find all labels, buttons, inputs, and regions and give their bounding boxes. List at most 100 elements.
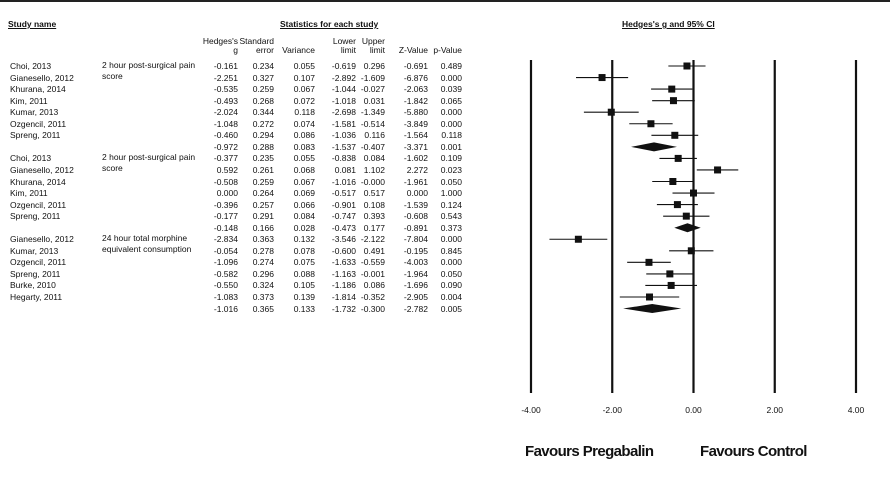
cell-z-value: -2.782 <box>403 303 428 314</box>
column-header-variance: Variance <box>275 46 315 55</box>
effect-marker <box>673 201 681 209</box>
cell-lower-limit: -2.892 <box>331 72 356 83</box>
cell-p-value: 0.065 <box>440 95 462 106</box>
cell-p-value: 1.000 <box>440 188 462 199</box>
cell-z-value: -6.876 <box>403 72 428 83</box>
plot-title: Hedges's g and 95% CI <box>622 19 715 29</box>
study-name: Hegarty, 2011 <box>10 292 63 302</box>
column-header-standard-error: Standard error <box>234 37 275 55</box>
cell-upper-limit: -0.000 <box>360 176 385 187</box>
cell-z-value: -2.063 <box>403 84 428 95</box>
cell-lower-limit: -1.537 <box>331 141 356 152</box>
cell-upper-limit: 0.491 <box>363 245 385 256</box>
effect-marker <box>669 178 677 185</box>
column-header-line: limit <box>369 45 385 55</box>
effect-marker <box>666 270 674 278</box>
cell-upper-limit: -0.300 <box>360 303 385 314</box>
cell-upper-limit: -1.349 <box>360 107 385 118</box>
cell-p-value: 0.109 <box>440 153 462 164</box>
effect-marker <box>667 281 675 289</box>
cell-z-value: -1.696 <box>403 280 428 291</box>
cell-standard-error: 0.264 <box>252 188 274 199</box>
cell-lower-limit: -1.814 <box>331 292 356 302</box>
column-header-line: Upper <box>361 36 385 46</box>
study-name: Spreng, 2011 <box>10 130 61 141</box>
cell-hedges-g: -0.582 <box>213 268 238 279</box>
cell-variance: 0.086 <box>293 130 315 141</box>
cell-hedges-g: -1.096 <box>213 257 238 268</box>
cell-variance: 0.075 <box>293 257 315 268</box>
cell-lower-limit: 0.081 <box>334 164 356 175</box>
cell-lower-limit: -0.838 <box>331 153 356 164</box>
study-name: Khurana, 2014 <box>10 176 66 187</box>
cell-p-value: 0.050 <box>440 176 462 187</box>
cell-standard-error: 0.274 <box>252 257 274 268</box>
cell-lower-limit: -1.036 <box>331 130 356 141</box>
cell-upper-limit: 1.102 <box>363 164 385 175</box>
cell-standard-error: 0.363 <box>252 234 274 245</box>
cell-p-value: 0.000 <box>440 234 462 245</box>
column-header-line: Hedges's <box>202 36 238 46</box>
cell-standard-error: 0.257 <box>252 199 274 210</box>
cell-variance: 0.118 <box>294 107 315 118</box>
cell-lower-limit: -3.546 <box>331 234 356 245</box>
cell-hedges-g: -0.377 <box>213 153 238 164</box>
x-tick-label: 2.00 <box>766 405 783 415</box>
effect-marker <box>690 189 697 197</box>
cell-lower-limit: -0.901 <box>331 199 356 210</box>
study-name: Spreng, 2011 <box>10 211 61 222</box>
column-header-upper-limit: Upper limit <box>345 37 385 55</box>
cell-p-value: 0.489 <box>440 61 462 71</box>
top-rule <box>0 0 890 2</box>
cell-lower-limit: -0.619 <box>331 61 356 71</box>
effect-marker <box>574 235 582 243</box>
cell-variance: 0.067 <box>293 176 315 187</box>
cell-variance: 0.132 <box>293 234 315 245</box>
cell-variance: 0.133 <box>293 303 315 314</box>
cell-standard-error: 0.278 <box>252 245 274 256</box>
cell-z-value: -1.539 <box>403 199 428 210</box>
column-header-hedges-g: Hedges's g <box>198 37 238 55</box>
cell-z-value: -1.602 <box>403 153 428 164</box>
x-tick-label: -2.00 <box>603 405 623 415</box>
cell-p-value: 0.000 <box>440 72 462 83</box>
effect-marker <box>683 62 691 70</box>
cell-hedges-g: -0.972 <box>213 141 238 152</box>
cell-z-value: -5.880 <box>403 107 428 118</box>
cell-lower-limit: -1.016 <box>331 176 356 187</box>
cell-p-value: 0.118 <box>441 130 462 141</box>
cell-standard-error: 0.259 <box>252 176 274 187</box>
effect-marker <box>598 74 606 82</box>
column-header-line: p-Value <box>433 45 462 55</box>
cell-standard-error: 0.291 <box>252 211 274 222</box>
cell-variance: 0.068 <box>293 164 315 175</box>
cell-p-value: 0.039 <box>440 84 462 95</box>
cell-hedges-g: -0.460 <box>213 130 238 141</box>
cell-hedges-g: -2.834 <box>213 234 238 245</box>
cell-standard-error: 0.365 <box>252 303 274 314</box>
cell-standard-error: 0.166 <box>252 222 274 233</box>
column-header-line: g <box>233 45 238 55</box>
cell-hedges-g: -1.016 <box>213 303 238 314</box>
cell-variance: 0.107 <box>293 72 315 83</box>
cell-hedges-g: 0.000 <box>216 188 238 199</box>
cell-variance: 0.088 <box>293 268 315 279</box>
column-header-line: error <box>256 45 274 55</box>
cell-hedges-g: -2.251 <box>213 72 238 83</box>
study-name: Gianesello, 2012 <box>10 164 74 175</box>
cell-variance: 0.069 <box>293 188 315 199</box>
cell-standard-error: 0.344 <box>252 107 274 118</box>
cell-p-value: 0.000 <box>440 107 462 118</box>
cell-z-value: 2.272 <box>406 164 428 175</box>
study-name: Kumar, 2013 <box>10 107 59 118</box>
study-name: Kim, 2011 <box>10 188 48 199</box>
study-name: Khurana, 2014 <box>10 84 66 95</box>
effect-marker <box>607 108 615 116</box>
study-name: Burke, 2010 <box>10 280 56 291</box>
cell-upper-limit: -0.001 <box>360 268 385 279</box>
column-header-line: Variance <box>282 45 315 55</box>
cell-z-value: -3.849 <box>403 118 428 129</box>
effect-marker <box>714 166 722 174</box>
cell-p-value: 0.050 <box>440 268 462 279</box>
cell-lower-limit: -1.732 <box>331 303 356 314</box>
